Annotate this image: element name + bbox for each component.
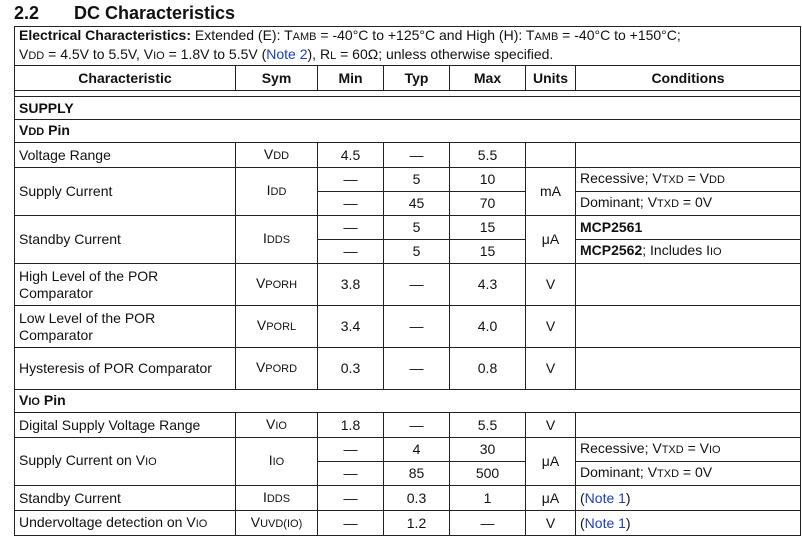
col-characteristic: Characteristic bbox=[14, 65, 236, 91]
col-max: Max bbox=[449, 65, 526, 91]
table-row: — 5 15 MCP2562; Includes IIO bbox=[15, 239, 801, 264]
table-header-row: Characteristic Sym Min Typ Max Units Con… bbox=[14, 65, 801, 91]
section-supply: SUPPLY bbox=[14, 96, 801, 120]
table-row: Standby Current IDDS — 5 15 μA MCP2561 bbox=[14, 215, 801, 264]
dc-characteristics-table: Electrical Characteristics: Extended (E)… bbox=[14, 26, 801, 536]
table-row: Undervoltage detection on VIO VUVD(IO) —… bbox=[14, 510, 801, 536]
col-typ: Typ bbox=[383, 65, 450, 91]
table-row: Voltage Range VDD 4.5 — 5.5 bbox=[14, 142, 801, 168]
note-2-link[interactable]: Note 2 bbox=[266, 46, 308, 62]
conditions-intro: Electrical Characteristics: Extended (E)… bbox=[14, 26, 801, 66]
table-row: Hysteresis of POR Comparator VPORD 0.3 —… bbox=[14, 347, 801, 390]
table-row: Supply Current IDD — 5 10 mA Recessive; … bbox=[14, 167, 801, 216]
table-row: — 45 70 Dominant; VTXD = 0V bbox=[15, 191, 801, 216]
section-heading: 2.2 DC Characteristics bbox=[14, 3, 235, 24]
table-row: High Level of the POR Comparator VPORH 3… bbox=[14, 263, 801, 306]
table-row: Low Level of the POR Comparator VPORL 3.… bbox=[14, 305, 801, 348]
table-row: Digital Supply Voltage Range VIO 1.8 — 5… bbox=[14, 412, 801, 438]
subsection-vio-pin: VIO Pin bbox=[14, 389, 801, 413]
table-row: Supply Current on VIO IIO — 4 30 μA Rece… bbox=[14, 437, 801, 486]
col-units: Units bbox=[525, 65, 576, 91]
section-title: DC Characteristics bbox=[74, 3, 236, 23]
table-row: Standby Current IDDS — 0.3 1 μA (Note 1) bbox=[14, 485, 801, 511]
note-1-link[interactable]: Note 1 bbox=[584, 489, 626, 506]
subsection-vdd-pin: VDD Pin bbox=[14, 119, 801, 143]
section-number: 2.2 bbox=[14, 3, 40, 23]
conditions-intro-row: Electrical Characteristics: Extended (E)… bbox=[14, 26, 801, 66]
col-min: Min bbox=[317, 65, 384, 91]
col-conditions: Conditions bbox=[575, 65, 801, 91]
col-sym: Sym bbox=[235, 65, 318, 91]
note-1-link[interactable]: Note 1 bbox=[584, 514, 626, 531]
